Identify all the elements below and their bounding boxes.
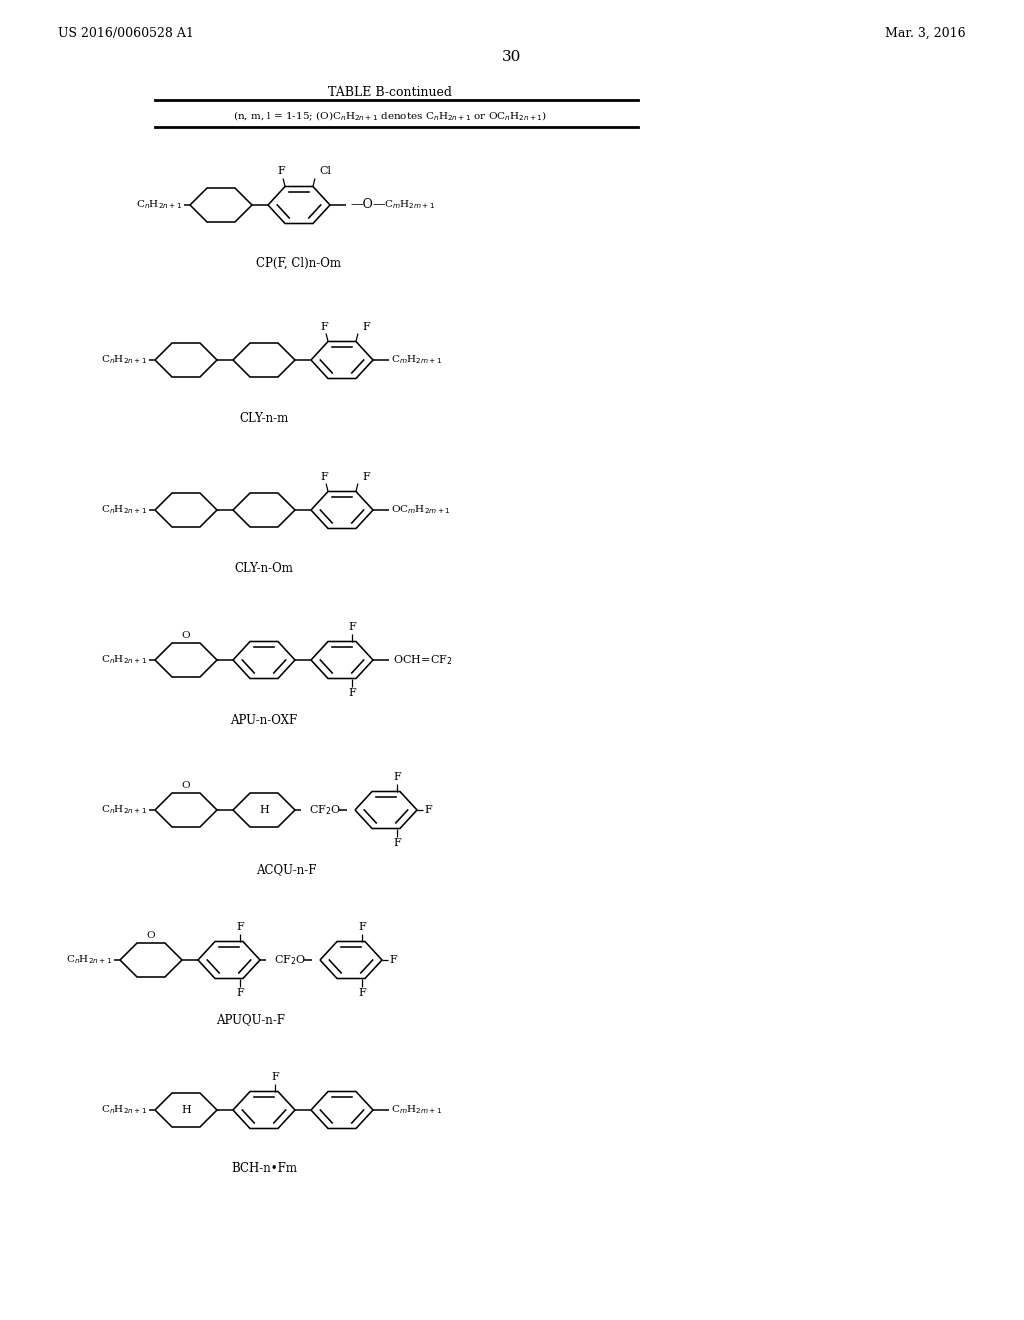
Text: C$_n$H$_{2n+1}$: C$_n$H$_{2n+1}$ <box>136 198 182 211</box>
Text: CLY-n-Om: CLY-n-Om <box>234 561 294 574</box>
Text: CF$_2$O: CF$_2$O <box>274 953 306 966</box>
Text: F: F <box>358 989 366 998</box>
Text: F: F <box>393 838 400 849</box>
Text: C$_n$H$_{2n+1}$: C$_n$H$_{2n+1}$ <box>100 354 147 367</box>
Text: F: F <box>361 471 370 482</box>
Text: US 2016/0060528 A1: US 2016/0060528 A1 <box>58 26 194 40</box>
Text: C$_m$H$_{2m+1}$: C$_m$H$_{2m+1}$ <box>391 354 442 367</box>
Text: C$_m$H$_{2m+1}$: C$_m$H$_{2m+1}$ <box>384 198 435 211</box>
Text: C$_m$H$_{2m+1}$: C$_m$H$_{2m+1}$ <box>391 1104 442 1117</box>
Text: C$_n$H$_{2n+1}$: C$_n$H$_{2n+1}$ <box>100 1104 147 1117</box>
Text: O: O <box>181 781 190 789</box>
Text: H: H <box>259 805 269 814</box>
Text: C$_n$H$_{2n+1}$: C$_n$H$_{2n+1}$ <box>100 504 147 516</box>
Text: CP(F, Cl)n-Om: CP(F, Cl)n-Om <box>256 256 341 269</box>
Text: CLY-n-m: CLY-n-m <box>240 412 289 425</box>
Text: 30: 30 <box>503 50 521 63</box>
Text: O: O <box>181 631 190 640</box>
Text: F: F <box>321 471 328 482</box>
Text: C$_n$H$_{2n+1}$: C$_n$H$_{2n+1}$ <box>100 804 147 816</box>
Text: OCH$\!=\!$CF$_2$: OCH$\!=\!$CF$_2$ <box>393 653 453 667</box>
Text: APU-n-OXF: APU-n-OXF <box>230 714 298 726</box>
Text: CF$_2$O: CF$_2$O <box>309 803 341 817</box>
Text: F: F <box>348 622 355 631</box>
Text: F: F <box>321 322 328 331</box>
Text: C$_n$H$_{2n+1}$: C$_n$H$_{2n+1}$ <box>100 653 147 667</box>
Text: F: F <box>389 954 396 965</box>
Text: H: H <box>181 1105 190 1115</box>
Text: Mar. 3, 2016: Mar. 3, 2016 <box>886 26 966 40</box>
Text: F: F <box>358 921 366 932</box>
Text: F: F <box>237 921 244 932</box>
Text: TABLE B-continued: TABLE B-continued <box>328 86 452 99</box>
Text: F: F <box>348 689 355 698</box>
Text: ACQU-n-F: ACQU-n-F <box>256 863 316 876</box>
Text: F: F <box>237 989 244 998</box>
Text: —O—: —O— <box>350 198 385 211</box>
Text: Cl: Cl <box>318 166 331 177</box>
Text: C$_n$H$_{2n+1}$: C$_n$H$_{2n+1}$ <box>66 953 112 966</box>
Text: F: F <box>361 322 370 331</box>
Text: OC$_m$H$_{2m+1}$: OC$_m$H$_{2m+1}$ <box>391 504 451 516</box>
Text: F: F <box>278 166 285 177</box>
Text: F: F <box>393 771 400 781</box>
Text: BCH-n•Fm: BCH-n•Fm <box>231 1162 297 1175</box>
Text: F: F <box>271 1072 279 1081</box>
Text: O: O <box>146 931 156 940</box>
Text: F: F <box>424 805 432 814</box>
Text: (n, m, l = 1-15; (O)C$_n$H$_{2n+1}$ denotes C$_n$H$_{2n+1}$ or OC$_n$H$_{2n+1}$): (n, m, l = 1-15; (O)C$_n$H$_{2n+1}$ deno… <box>232 110 547 123</box>
Text: APUQU-n-F: APUQU-n-F <box>216 1014 286 1027</box>
